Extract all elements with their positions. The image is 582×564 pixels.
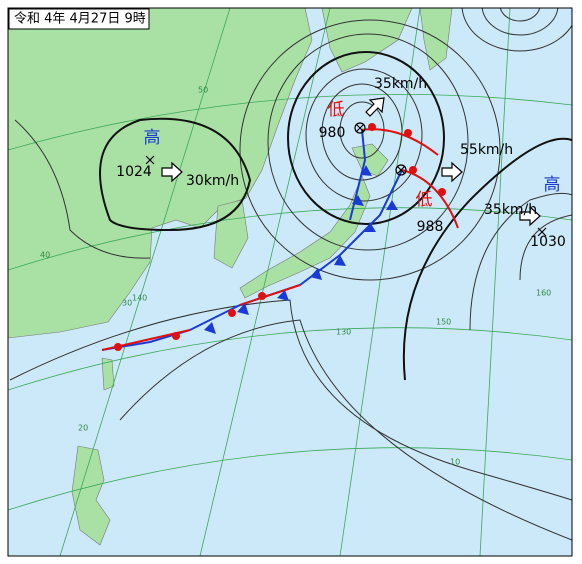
frame [7,7,573,557]
title-box [8,8,150,30]
latitude-label: 50 [198,86,208,95]
pressure: 988 [417,219,444,235]
map-body: 高 1024 30km/h 低 980 35km/h 低 988 55km/h … [8,8,572,556]
isobars [9,8,572,541]
graticule [8,8,572,556]
labels: 高 1024 30km/h 低 980 35km/h 低 988 55km/h … [40,76,566,467]
system-label: 低 [328,100,345,120]
speed: 35km/h [484,202,537,218]
pressure: 1030 [530,234,566,250]
pressure: 980 [319,125,346,141]
pressure: 1024 [116,164,152,180]
speed: 30km/h [186,173,239,189]
system-label: 高 [144,128,161,148]
speed: 55km/h [460,142,513,158]
latitude-label: 20 [78,424,88,433]
arrows [161,97,541,227]
longitude-label: 130 [336,328,351,337]
centers [145,122,547,237]
title: 令和 4年 4月27日 9時 [14,12,146,27]
land [8,8,453,546]
system-label: 高 [544,175,561,195]
system-label: 低 [416,190,433,210]
speed: 35km/h [374,76,427,92]
latitude-label: 30 [122,299,132,308]
longitude-label: 150 [436,318,451,327]
longitude-label: 160 [536,289,551,298]
longitude-label: 140 [132,294,147,303]
fronts [101,123,459,351]
latitude-label: 10 [450,458,460,467]
latitude-label: 40 [40,251,50,260]
